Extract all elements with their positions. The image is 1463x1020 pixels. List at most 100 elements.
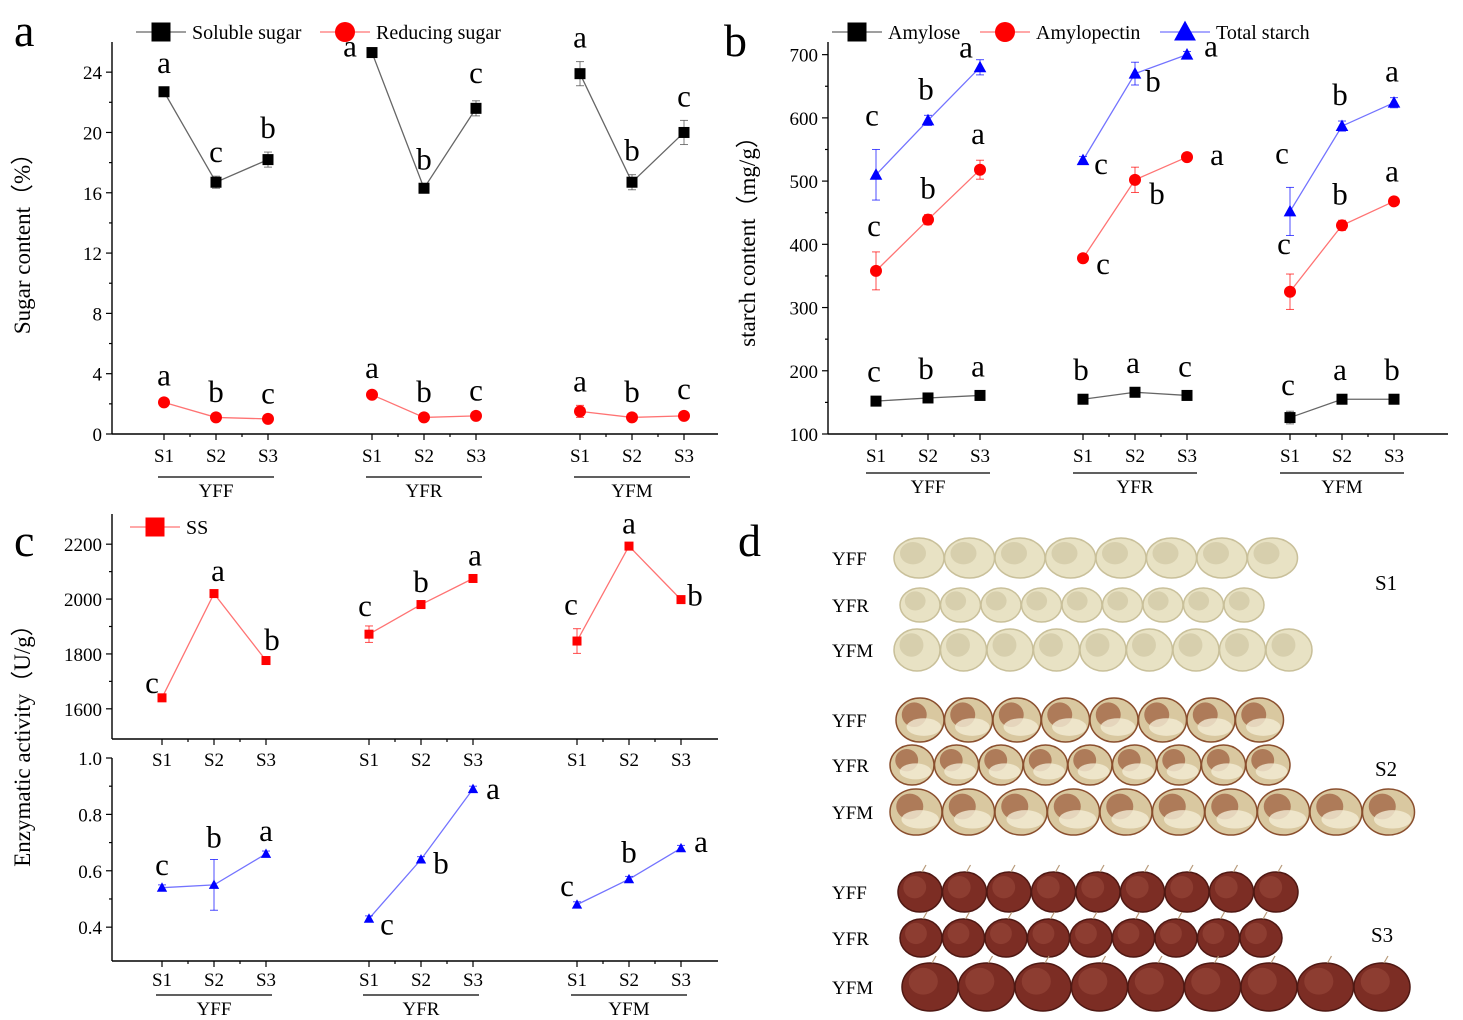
chestnut	[1156, 744, 1202, 786]
group-label: YFR	[403, 999, 440, 1020]
data-point	[364, 629, 374, 639]
chestnut-shade	[945, 591, 967, 611]
significance-letter: a	[486, 771, 500, 806]
y-tick-label: 2000	[64, 590, 102, 611]
y-tick-label: 0.8	[78, 805, 102, 826]
x-tick-label: S2	[622, 446, 642, 467]
data-point	[470, 102, 482, 114]
x-tick-label: S3	[256, 750, 276, 771]
data-point	[366, 47, 378, 59]
significance-letter: b	[413, 564, 429, 599]
photo-row-label: YFM	[832, 803, 873, 824]
photo-row-label: YFR	[832, 756, 869, 777]
x-tick-label: S1	[567, 970, 587, 991]
significance-letter: a	[694, 824, 708, 859]
significance-letter: c	[867, 208, 881, 243]
chestnut-shade	[1107, 591, 1129, 611]
chestnut-shade	[1102, 542, 1128, 565]
chestnut-highlight	[1166, 763, 1199, 780]
significance-letter: b	[920, 171, 936, 206]
panel-label-c: c	[14, 515, 34, 566]
chestnut-tip	[1100, 955, 1107, 964]
y-axis-title: starch content（mg/g）	[735, 125, 760, 347]
data-point	[158, 396, 170, 409]
chestnut	[939, 628, 988, 672]
significance-letter: b	[1332, 176, 1348, 211]
chestnut	[897, 864, 943, 913]
significance-letter: c	[469, 55, 483, 90]
chestnut-highlight	[955, 718, 990, 736]
chestnut-tip	[1262, 911, 1268, 920]
y-tick-label: 400	[790, 235, 819, 256]
significance-letter: a	[1126, 345, 1140, 380]
group-label: YFM	[608, 999, 649, 1020]
data-point	[678, 409, 690, 422]
x-tick-label: S3	[463, 970, 483, 991]
chestnut	[1111, 911, 1156, 958]
photo-row-label: YFR	[832, 929, 869, 950]
chestnut	[1070, 955, 1129, 1012]
data-point	[574, 405, 586, 418]
chestnut-highlight	[899, 763, 932, 780]
data-point	[1283, 204, 1297, 217]
chestnut	[1172, 628, 1220, 672]
legend-marker	[145, 517, 165, 537]
x-tick-label: S3	[1177, 446, 1197, 467]
x-tick-label: S2	[414, 446, 434, 467]
chestnut-shade	[965, 967, 995, 995]
chestnut-body	[1246, 537, 1299, 579]
data-point	[468, 573, 478, 583]
chestnut-tip	[1277, 864, 1283, 873]
legend-label: Reducing sugar	[376, 22, 501, 44]
chestnut	[899, 911, 943, 958]
significance-letter: a	[157, 45, 171, 80]
significance-letter: c	[209, 134, 223, 169]
chestnut	[1234, 697, 1285, 743]
x-tick-label: S3	[674, 446, 694, 467]
x-tick-label: S3	[671, 970, 691, 991]
chestnut-shade	[1225, 633, 1249, 657]
significance-letter: b	[621, 834, 637, 869]
chestnut-shade	[1039, 633, 1063, 657]
chestnut	[1186, 697, 1236, 743]
data-point	[624, 541, 634, 551]
data-point	[1181, 389, 1193, 401]
x-tick-label: S1	[362, 446, 382, 467]
data-point	[571, 899, 583, 909]
chestnut	[1245, 744, 1291, 786]
y-tick-label: 0	[93, 425, 103, 446]
chestnut	[1101, 587, 1144, 623]
x-tick-label: S3	[258, 446, 278, 467]
chestnut-shade	[992, 633, 1017, 657]
data-point	[467, 783, 479, 794]
x-tick-label: S1	[570, 446, 590, 467]
significance-letter: c	[1094, 146, 1108, 181]
x-tick-label: S1	[152, 970, 172, 991]
y-tick-label: 1.0	[78, 749, 102, 770]
chestnut-highlight	[1052, 718, 1087, 736]
panel-d-photo: YFF YFR YFM S1 YFF YFR YFM S2 YFF YFR YFM S3	[832, 537, 1416, 1012]
x-tick-label: S1	[567, 750, 587, 771]
chestnut	[978, 744, 1024, 786]
chestnut-tip	[1049, 911, 1056, 920]
series-line	[1289, 200, 1395, 293]
chestnut-shade	[992, 876, 1016, 899]
legend-item: Amylose	[832, 22, 960, 44]
chestnut-tip	[1188, 864, 1194, 873]
chestnut	[1208, 864, 1255, 913]
chestnut	[1223, 587, 1265, 623]
chestnut	[941, 788, 996, 836]
chestnut-body	[1223, 587, 1265, 623]
chestnut	[1067, 744, 1113, 786]
data-point	[366, 388, 378, 401]
significance-letter: c	[560, 868, 574, 903]
chestnut-shade	[1188, 591, 1210, 611]
data-point	[415, 854, 427, 864]
chestnut-shade	[904, 591, 926, 611]
chestnut-shade	[985, 591, 1007, 611]
x-tick-label: S3	[463, 750, 483, 771]
chestnut-shade	[1085, 633, 1110, 657]
chestnut-shade	[1001, 542, 1027, 565]
chestnut-shade	[1132, 633, 1156, 657]
